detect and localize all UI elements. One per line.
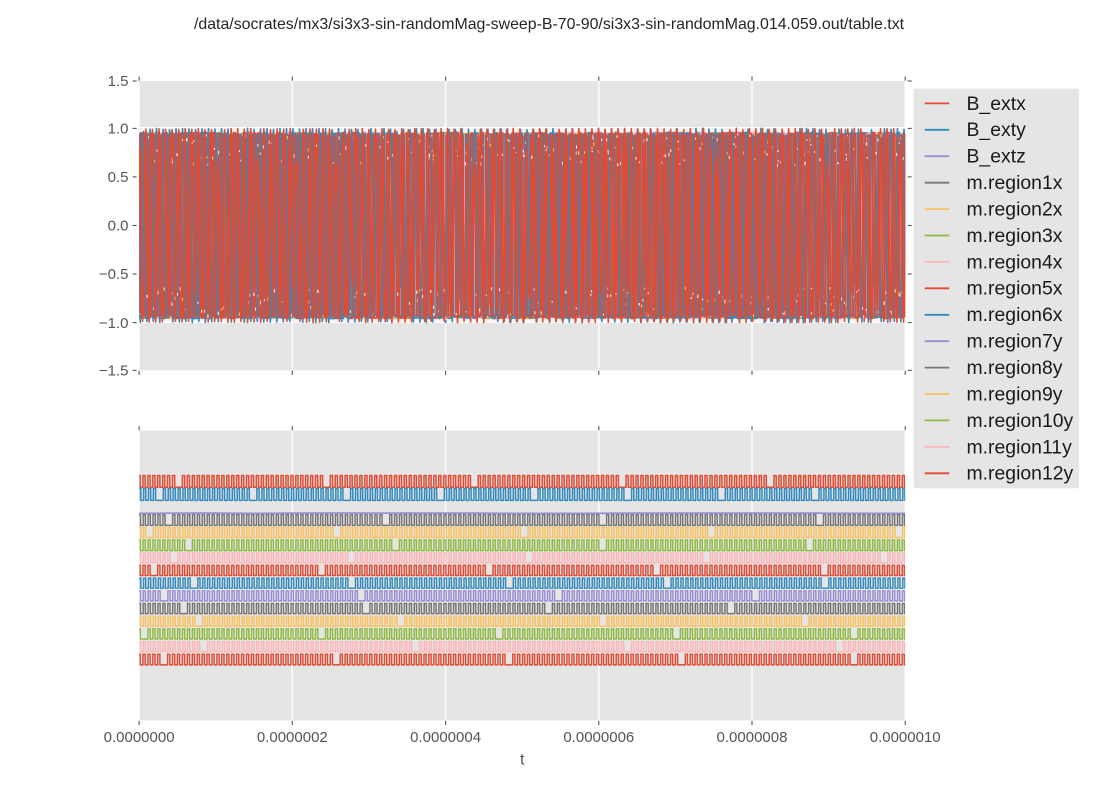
svg-text:m.region6x: m.region6x: [967, 304, 1063, 326]
svg-text:m.region1x: m.region1x: [967, 172, 1063, 194]
svg-text:m.region11y: m.region11y: [967, 436, 1073, 458]
svg-text:0.0000004: 0.0000004: [410, 729, 481, 746]
svg-text:m.region9y: m.region9y: [967, 383, 1063, 405]
svg-text:m.region12y: m.region12y: [967, 463, 1074, 485]
svg-text:−0.5: −0.5: [99, 266, 129, 283]
svg-text:0.0000008: 0.0000008: [717, 729, 788, 746]
svg-text:B_extz: B_extz: [967, 146, 1026, 168]
svg-text:0.0: 0.0: [108, 218, 129, 235]
svg-text:m.region4x: m.region4x: [967, 251, 1063, 273]
svg-text:1.5: 1.5: [108, 73, 129, 90]
svg-text:m.region8y: m.region8y: [967, 357, 1063, 379]
svg-text:0.0000002: 0.0000002: [257, 729, 328, 746]
svg-text:−1.0: −1.0: [99, 315, 129, 332]
svg-text:t: t: [520, 752, 525, 769]
svg-text:m.region2x: m.region2x: [967, 199, 1063, 221]
svg-text:m.region3x: m.region3x: [967, 225, 1063, 247]
svg-text:B_extx: B_extx: [967, 93, 1027, 115]
svg-text:0.0000000: 0.0000000: [104, 729, 175, 746]
svg-text:B_exty: B_exty: [967, 119, 1027, 141]
svg-text:0.0000010: 0.0000010: [870, 729, 941, 746]
svg-text:0.0000006: 0.0000006: [563, 729, 634, 746]
svg-text:0.5: 0.5: [108, 169, 129, 186]
svg-text:−1.5: −1.5: [99, 363, 129, 380]
svg-text:m.region7y: m.region7y: [967, 331, 1063, 353]
svg-text:m.region10y: m.region10y: [967, 410, 1074, 432]
svg-text:/data/socrates/mx3/si3x3-sin-r: /data/socrates/mx3/si3x3-sin-randomMag-s…: [194, 16, 905, 33]
svg-text:1.0: 1.0: [108, 121, 129, 138]
svg-text:m.region5x: m.region5x: [967, 278, 1063, 300]
